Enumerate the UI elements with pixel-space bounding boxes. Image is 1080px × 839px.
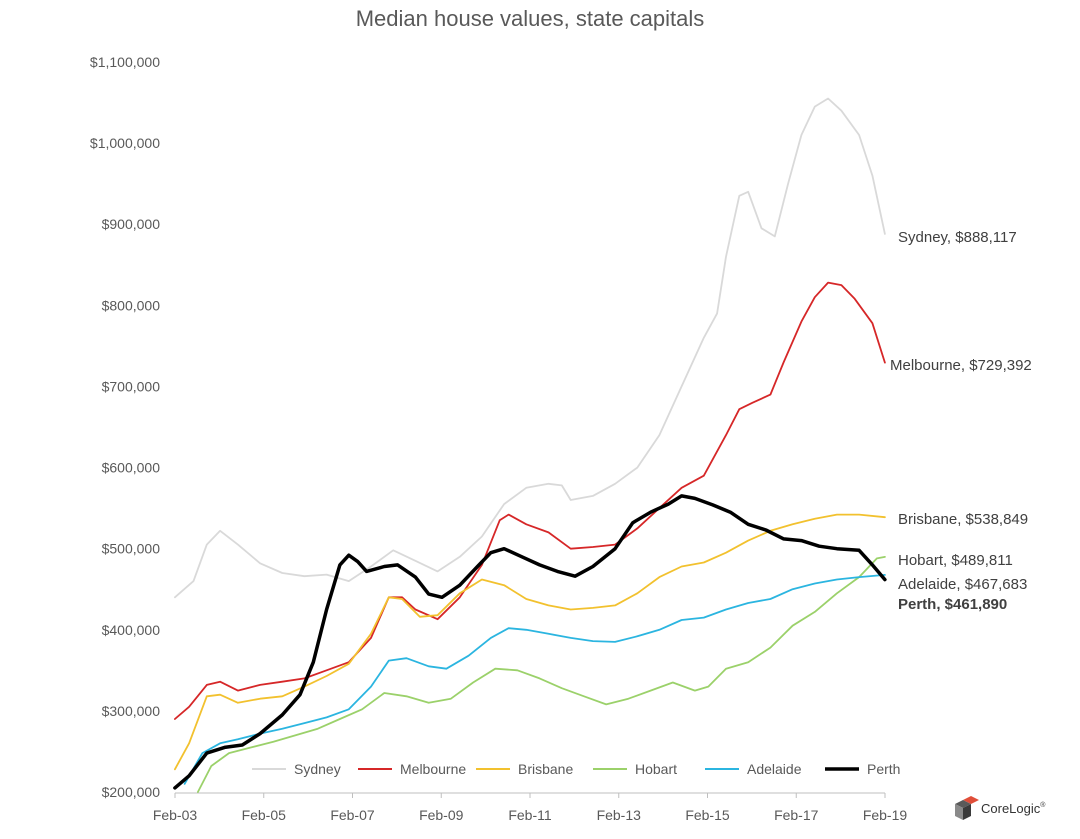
x-tick-label: Feb-15 bbox=[685, 807, 730, 823]
series-line-hobart bbox=[196, 556, 886, 793]
series-end-labels: Sydney, $888,117 Melbourne, $729,392 Brisb… bbox=[890, 229, 1032, 613]
y-tick-label: $200,000 bbox=[102, 784, 161, 800]
y-tick-label: $300,000 bbox=[102, 703, 161, 719]
end-label-melbourne: Melbourne, $729,392 bbox=[890, 357, 1032, 374]
legend-label-brisbane: Brisbane bbox=[518, 761, 573, 777]
series-line-perth bbox=[173, 494, 887, 790]
x-tick-label: Feb-13 bbox=[597, 807, 642, 823]
legend: Sydney Melbourne Brisbane Hobart Adelaide Per… bbox=[252, 761, 900, 777]
y-axis-ticks: $200,000 $300,000 $400,000 $500,000 $600,000… bbox=[90, 54, 160, 800]
y-tick-label: $500,000 bbox=[102, 541, 161, 557]
legend-label-hobart: Hobart bbox=[635, 761, 677, 777]
series-line-adelaide bbox=[183, 574, 886, 785]
end-label-sydney: Sydney, $888,117 bbox=[898, 229, 1017, 246]
y-tick-label: $800,000 bbox=[102, 297, 161, 313]
end-label-perth: Perth, $461,890 bbox=[898, 596, 1007, 613]
series-line-melbourne bbox=[173, 281, 886, 720]
end-label-brisbane: Brisbane, $538,849 bbox=[898, 511, 1028, 528]
legend-label-adelaide: Adelaide bbox=[747, 761, 802, 777]
y-tick-label: $600,000 bbox=[102, 460, 161, 476]
x-tick-label: Feb-17 bbox=[774, 807, 819, 823]
x-tick-label: Feb-07 bbox=[330, 807, 375, 823]
logo-mark-right-icon bbox=[963, 804, 971, 820]
end-label-hobart: Hobart, $489,811 bbox=[898, 552, 1013, 569]
x-tick-label: Feb-03 bbox=[153, 807, 198, 823]
legend-label-perth: Perth bbox=[867, 761, 900, 777]
chart-title: Median house values, state capitals bbox=[356, 6, 705, 31]
y-tick-label: $900,000 bbox=[102, 216, 161, 232]
end-label-adelaide: Adelaide, $467,683 bbox=[898, 576, 1027, 593]
series-line-brisbane bbox=[173, 513, 886, 771]
logo-text: CoreLogic® bbox=[981, 801, 1046, 816]
y-tick-label: $1,000,000 bbox=[90, 135, 160, 151]
y-tick-label: $400,000 bbox=[102, 622, 161, 638]
corelogic-logo: CoreLogic® bbox=[955, 796, 1046, 820]
y-tick-label: $1,100,000 bbox=[90, 54, 160, 70]
x-tick-label: Feb-11 bbox=[508, 807, 552, 823]
x-tick-label: Feb-05 bbox=[242, 807, 287, 823]
x-tick-label: Feb-09 bbox=[419, 807, 464, 823]
logo-mark-front-icon bbox=[955, 804, 963, 820]
legend-label-sydney: Sydney bbox=[294, 761, 341, 777]
x-tick-label: Feb-19 bbox=[863, 807, 908, 823]
y-tick-label: $700,000 bbox=[102, 378, 161, 394]
series-line-sydney bbox=[173, 97, 886, 599]
legend-label-melbourne: Melbourne bbox=[400, 761, 466, 777]
series-lines bbox=[173, 97, 887, 793]
x-axis-ticks: Feb-03 Feb-05 Feb-07 Feb-09 Feb-11 Feb-13 Feb-… bbox=[153, 793, 908, 823]
